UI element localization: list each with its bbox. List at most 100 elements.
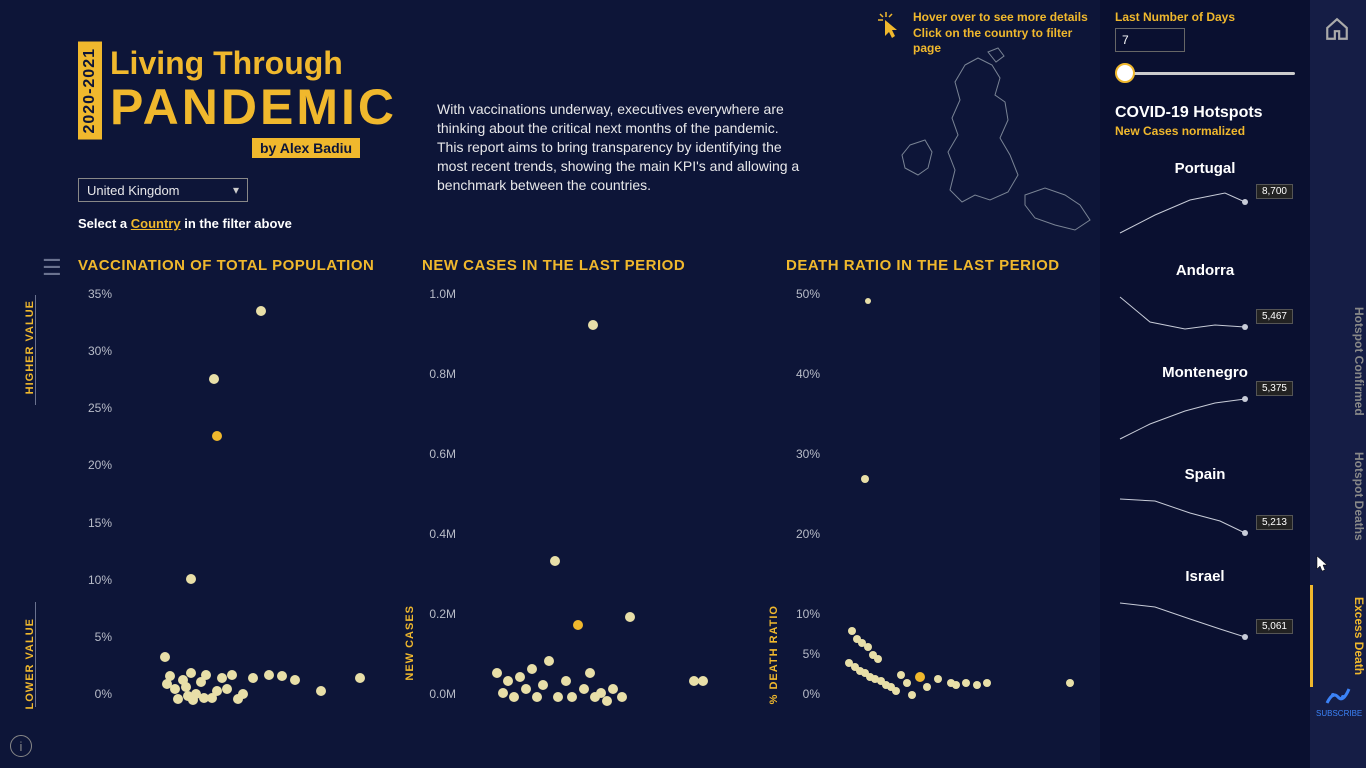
data-point[interactable] [892,687,900,695]
y-tick-label: 50% [786,287,820,301]
data-point[interactable] [316,686,326,696]
data-point[interactable] [908,691,916,699]
rail-tab[interactable]: Hotspot Confirmed [1310,295,1366,428]
y-tick-label: 5% [786,647,820,661]
hotspot-value: 8,700 [1256,184,1293,199]
data-point[interactable] [217,673,227,683]
hotspot-value: 5,213 [1256,515,1293,530]
data-point[interactable] [848,627,856,635]
data-point[interactable] [277,671,287,681]
subscribe-icon[interactable]: SUBSCRIBE [1316,685,1360,718]
data-point[interactable] [579,684,589,694]
y-tick-label: 30% [786,447,820,461]
right-sidebar: Last Number of Days COVID-19 Hotspots Ne… [1100,0,1310,768]
data-point[interactable] [602,696,612,706]
data-point[interactable] [561,676,571,686]
hotspot-item[interactable]: Israel5,061 [1115,568,1295,648]
data-point[interactable] [181,682,191,692]
data-point[interactable] [962,679,970,687]
year-badge: 2020-2021 [78,42,102,140]
data-point[interactable] [498,688,508,698]
hotspot-item[interactable]: Portugal 8,700 [1115,160,1295,240]
y-axis-label: % DEATH RATIO [768,605,780,704]
data-point[interactable] [1066,679,1074,687]
rail-tab[interactable]: Excess Death [1310,585,1366,687]
data-point[interactable] [864,643,872,651]
data-point[interactable] [209,374,219,384]
data-point[interactable] [227,670,237,680]
data-point[interactable] [698,676,708,686]
data-point[interactable] [532,692,542,702]
data-point[interactable] [355,673,365,683]
data-point[interactable] [256,306,266,316]
data-point[interactable] [199,693,209,703]
data-point[interactable] [160,652,170,662]
data-point[interactable] [567,692,577,702]
data-point[interactable] [248,673,258,683]
data-point[interactable] [973,681,981,689]
data-point[interactable] [521,684,531,694]
data-point[interactable] [983,679,991,687]
data-point[interactable] [264,670,274,680]
data-point[interactable] [915,672,925,682]
rail-tab[interactable]: Hotspot Deaths [1310,440,1366,553]
data-point[interactable] [608,684,618,694]
y-tick-label: 10% [78,573,112,587]
data-point[interactable] [544,656,554,666]
y-tick-label: 20% [78,458,112,472]
hotspot-name: Israel [1115,568,1295,585]
chevron-down-icon: ▾ [233,183,239,197]
data-point[interactable] [874,655,882,663]
days-slider[interactable] [1115,66,1295,80]
data-point[interactable] [188,695,198,705]
data-point[interactable] [162,679,172,689]
data-point[interactable] [585,668,595,678]
data-point[interactable] [861,475,869,483]
data-point[interactable] [212,686,222,696]
data-point[interactable] [212,431,222,441]
country-select[interactable]: United Kingdom ▾ [78,178,248,202]
data-point[interactable] [492,668,502,678]
data-point[interactable] [903,679,911,687]
data-point[interactable] [550,556,560,566]
data-point[interactable] [515,672,525,682]
y-tick-label: 0.6M [422,447,456,461]
map-outline[interactable] [870,40,1100,240]
data-point[interactable] [503,676,513,686]
data-point[interactable] [538,680,548,690]
days-input[interactable] [1115,28,1185,52]
data-point[interactable] [233,694,243,704]
data-point[interactable] [865,298,871,304]
hotspots-sub: New Cases normalized [1115,124,1295,138]
home-icon[interactable] [1324,16,1350,49]
data-point[interactable] [186,574,196,584]
country-selected: United Kingdom [87,183,180,198]
y-tick-label: 0.8M [422,367,456,381]
menu-icon[interactable]: ☰ [42,255,62,281]
y-tick-label: 0.2M [422,607,456,621]
data-point[interactable] [173,694,183,704]
data-point[interactable] [897,671,905,679]
y-tick-label: 30% [78,344,112,358]
data-point[interactable] [617,692,627,702]
data-point[interactable] [553,692,563,702]
hotspot-name: Andorra [1115,262,1295,279]
hotspot-item[interactable]: Montenegro5,375 [1115,364,1295,444]
data-point[interactable] [290,675,300,685]
hotspot-item[interactable]: Andorra5,467 [1115,262,1295,342]
data-point[interactable] [952,681,960,689]
data-point[interactable] [625,612,635,622]
data-point[interactable] [923,683,931,691]
chart-title: VACCINATION OF TOTAL POPULATION [78,257,374,274]
data-point[interactable] [934,675,942,683]
data-point[interactable] [573,620,583,630]
data-point[interactable] [588,320,598,330]
data-point[interactable] [509,692,519,702]
info-icon[interactable]: i [10,735,32,757]
data-point[interactable] [222,684,232,694]
data-point[interactable] [201,670,211,680]
data-point[interactable] [186,668,196,678]
data-point[interactable] [527,664,537,674]
hotspot-name: Portugal [1115,160,1295,177]
hotspot-item[interactable]: Spain5,213 [1115,466,1295,546]
